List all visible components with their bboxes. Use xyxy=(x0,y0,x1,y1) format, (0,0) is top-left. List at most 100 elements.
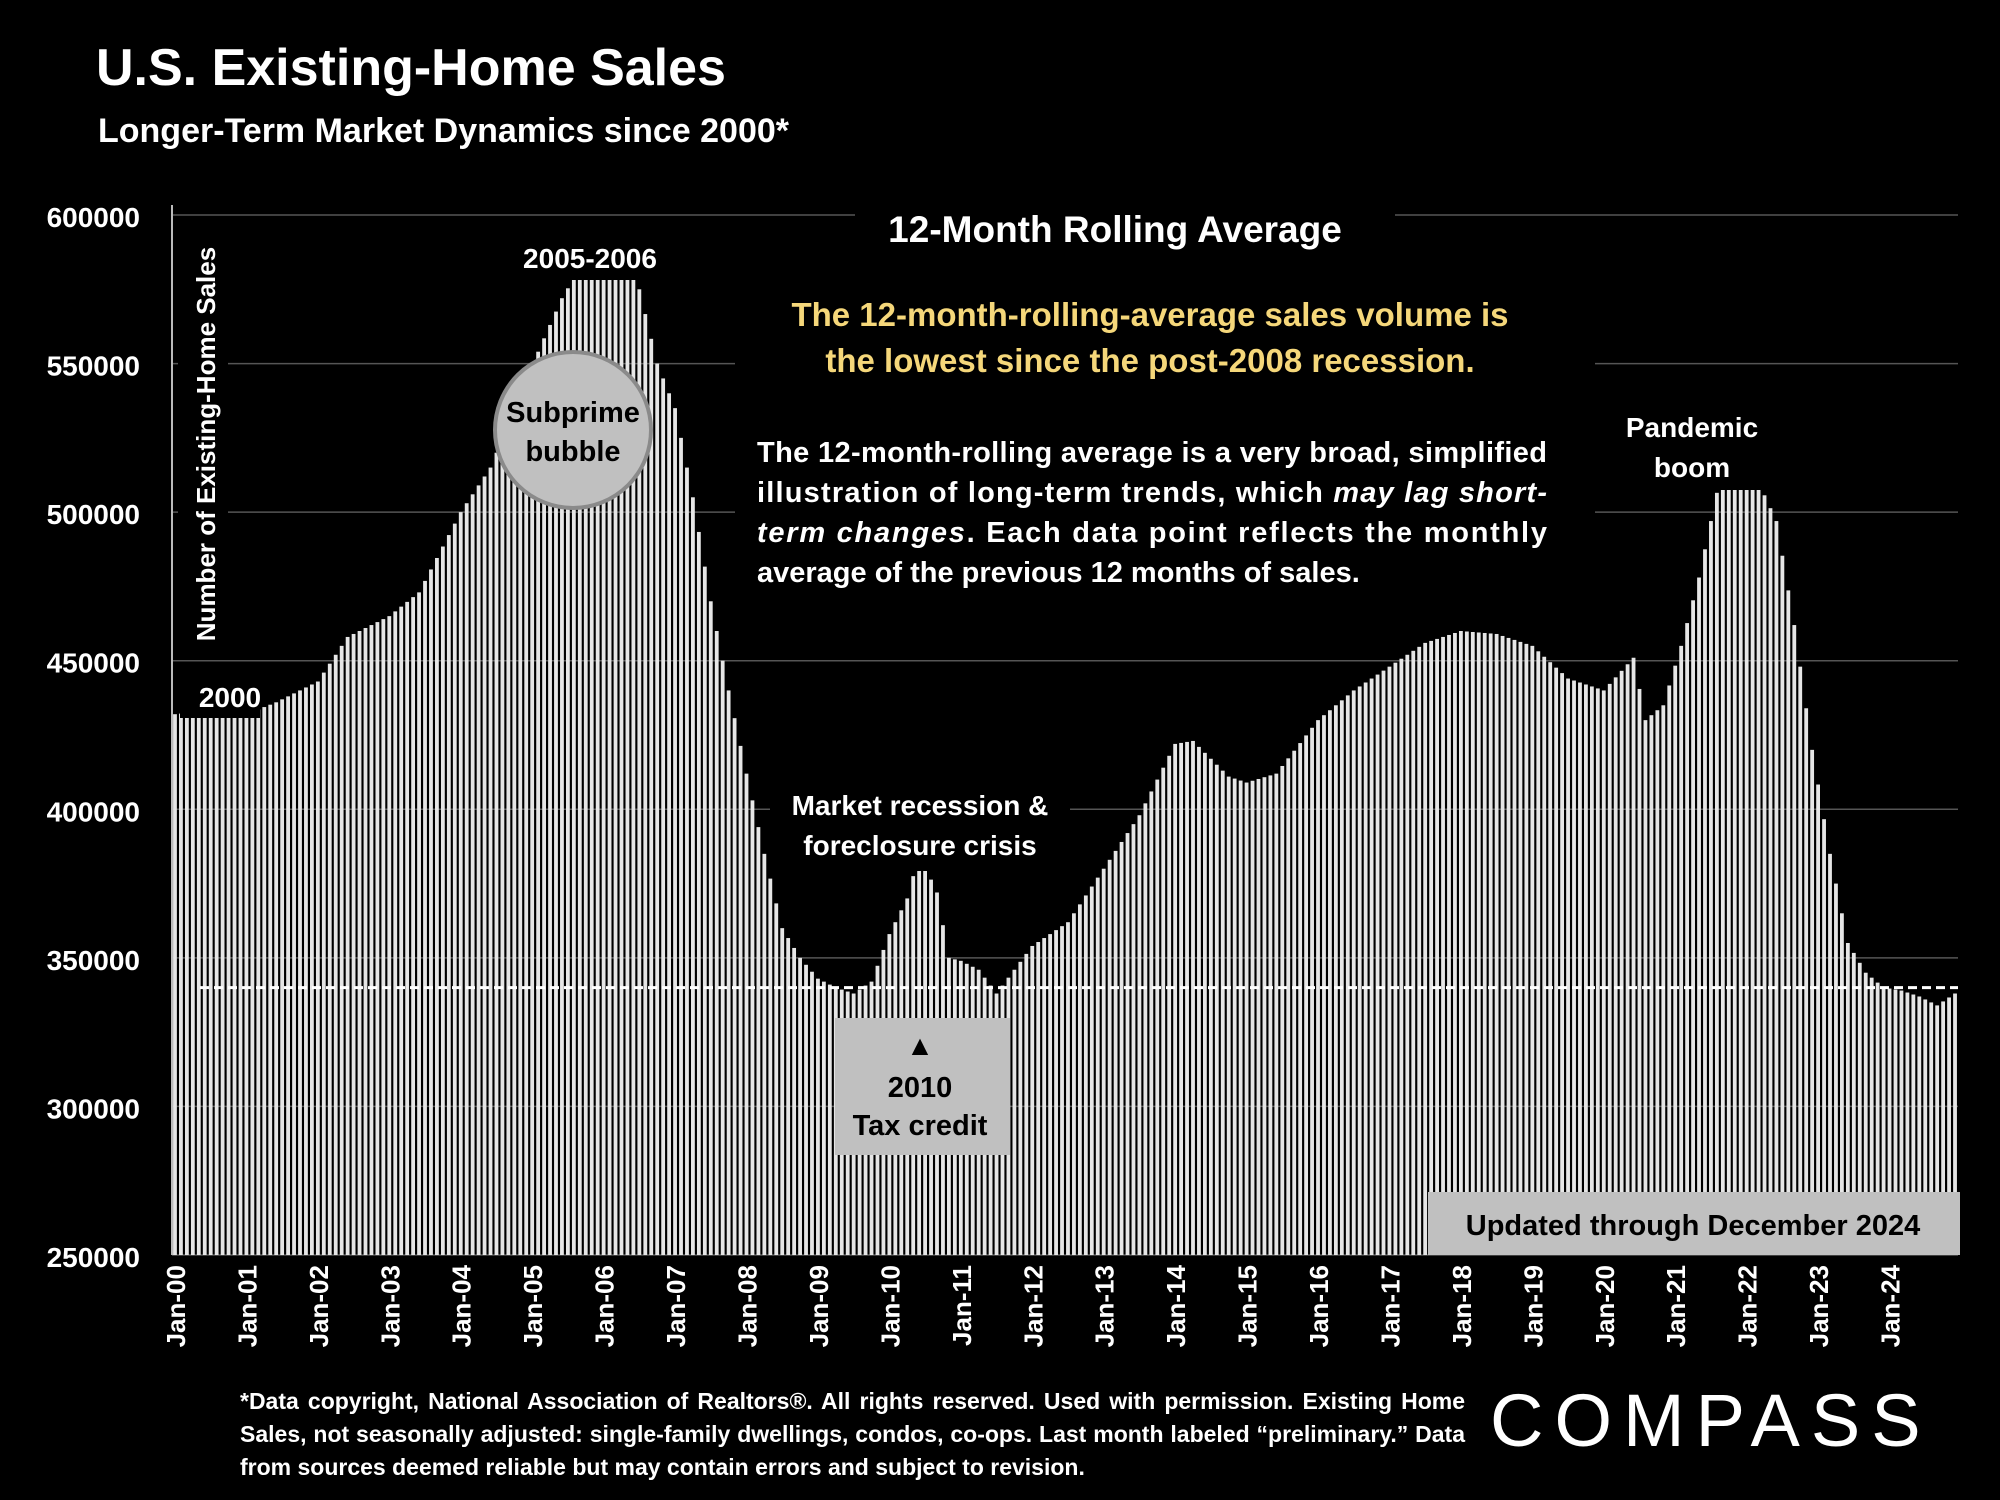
bar xyxy=(702,566,707,1255)
bar xyxy=(1125,833,1130,1255)
bar xyxy=(1619,670,1624,1255)
bar xyxy=(1435,638,1439,1255)
bar xyxy=(1601,690,1606,1255)
bar xyxy=(607,244,612,1255)
bar xyxy=(452,523,457,1255)
chart-title: 12-Month Rolling Average xyxy=(888,209,1342,250)
bar xyxy=(446,535,451,1255)
bar xyxy=(1137,815,1142,1255)
bar xyxy=(411,597,416,1255)
bar xyxy=(1786,590,1791,1255)
bar xyxy=(1506,637,1511,1255)
bar xyxy=(1869,977,1874,1255)
bar xyxy=(1548,662,1553,1255)
bar xyxy=(667,393,672,1255)
bar xyxy=(1381,670,1386,1255)
bar xyxy=(518,393,523,1255)
bar xyxy=(1173,743,1178,1255)
bar xyxy=(1399,658,1404,1255)
x-tick-label: Jan-24 xyxy=(1876,1264,1906,1347)
bar xyxy=(1268,775,1273,1255)
bar xyxy=(1798,666,1803,1255)
bar xyxy=(780,928,785,1255)
bar xyxy=(1393,662,1398,1255)
bar xyxy=(339,645,344,1255)
bar xyxy=(1202,752,1207,1255)
y-tick-label: 300000 xyxy=(47,1093,140,1124)
bar xyxy=(304,687,308,1255)
bar xyxy=(768,878,773,1255)
bar xyxy=(1613,677,1618,1255)
bar xyxy=(1607,683,1612,1255)
bar xyxy=(1828,853,1832,1255)
tax-credit-arrow: ▲ xyxy=(906,1030,934,1061)
bar xyxy=(1369,678,1374,1255)
bar xyxy=(1756,482,1761,1255)
bar xyxy=(1572,680,1576,1255)
bar xyxy=(1042,938,1047,1255)
bar xyxy=(1947,997,1951,1255)
bar xyxy=(1631,657,1636,1255)
bar xyxy=(512,408,517,1256)
bar xyxy=(1232,778,1237,1255)
bar xyxy=(1560,673,1565,1255)
annotation-tax-credit-line1: 2010 xyxy=(888,1072,953,1104)
bar xyxy=(1244,782,1249,1255)
y-tick-label: 250000 xyxy=(47,1242,140,1273)
x-tick-label: Jan-11 xyxy=(947,1265,977,1346)
bar xyxy=(1077,904,1082,1255)
bar xyxy=(470,494,475,1255)
bar xyxy=(1911,994,1916,1255)
page-subtitle: Longer-Term Market Dynamics since 2000* xyxy=(98,112,789,150)
annotation-2000: 2000 xyxy=(199,682,261,713)
bar xyxy=(548,324,552,1255)
bar xyxy=(1488,633,1493,1255)
bar xyxy=(232,713,237,1255)
bar xyxy=(494,452,499,1255)
bar xyxy=(643,314,648,1255)
bar xyxy=(1720,464,1725,1256)
bar xyxy=(750,800,755,1255)
bar xyxy=(1155,779,1160,1255)
bar xyxy=(1280,765,1285,1255)
bar xyxy=(1661,705,1666,1255)
y-axis-title: Number of Existing-Home Sales xyxy=(191,247,221,641)
x-tick-label: Jan-10 xyxy=(875,1265,905,1347)
bar xyxy=(1030,945,1035,1255)
annotation-subprime-line2: bubble xyxy=(525,436,620,468)
bar xyxy=(369,625,374,1255)
bar xyxy=(679,437,683,1255)
bar xyxy=(202,711,207,1255)
bar xyxy=(1357,686,1362,1255)
bar xyxy=(810,971,814,1255)
body-text-line: term changes. Each data point reflects t… xyxy=(757,517,1547,549)
bar xyxy=(500,437,505,1255)
bar xyxy=(1089,886,1094,1255)
bar xyxy=(238,713,243,1255)
label-2000-backdrop xyxy=(180,673,260,718)
bar xyxy=(1500,635,1505,1255)
highlight-text-line2: the lowest since the post-2008 recession… xyxy=(825,342,1474,379)
bar xyxy=(1304,735,1309,1255)
x-tick-label: Jan-22 xyxy=(1733,1265,1763,1347)
bar xyxy=(399,606,404,1255)
bar xyxy=(286,696,290,1255)
bar xyxy=(1458,631,1463,1255)
bar xyxy=(250,711,255,1255)
bar xyxy=(821,981,826,1255)
bar xyxy=(1512,639,1517,1255)
bar xyxy=(595,241,600,1255)
bar xyxy=(1905,992,1910,1255)
bar xyxy=(1709,521,1713,1255)
bar xyxy=(1024,953,1029,1255)
x-tick-label: Jan-00 xyxy=(161,1265,191,1347)
bar xyxy=(1185,741,1189,1255)
bar xyxy=(1685,623,1690,1255)
bar xyxy=(542,338,546,1255)
x-tick-label: Jan-21 xyxy=(1661,1265,1691,1347)
body-text-span: average of the previous 12 months of sal… xyxy=(757,557,1360,589)
bar xyxy=(1417,646,1422,1255)
bar xyxy=(1679,645,1684,1255)
bar xyxy=(1953,993,1957,1255)
bar xyxy=(262,707,267,1255)
